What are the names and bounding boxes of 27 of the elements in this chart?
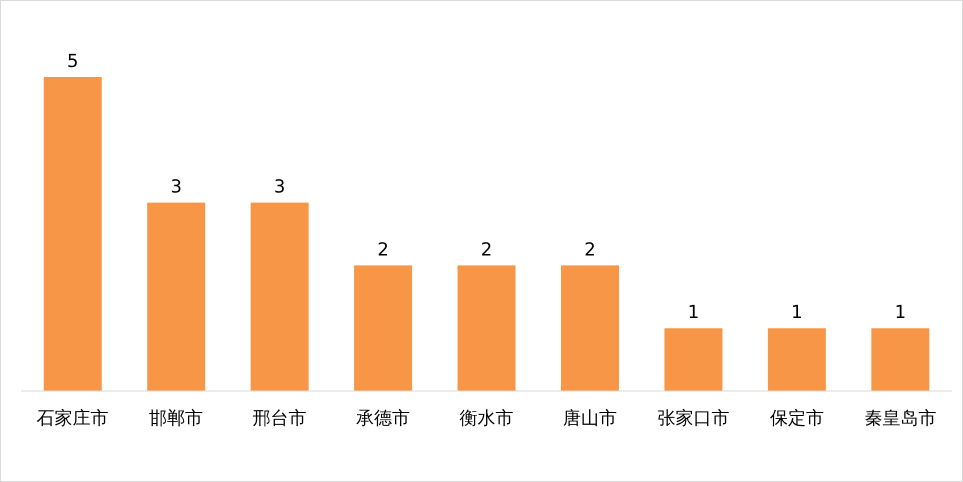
bar: [147, 202, 206, 391]
bar: [664, 328, 722, 391]
data-label: 3: [274, 176, 286, 198]
data-label: 5: [67, 51, 78, 72]
data-label: 2: [377, 239, 389, 260]
bar: [458, 265, 516, 391]
data-label: 3: [170, 176, 182, 198]
x-tick-label: 石家庄市: [36, 408, 109, 429]
x-tick-label: 保定市: [770, 408, 824, 429]
data-label: 1: [894, 302, 906, 324]
data-label: 1: [688, 302, 700, 324]
x-tick-label: 秦皇岛市: [864, 408, 936, 429]
data-label: 1: [791, 302, 803, 324]
x-tick-label: 邢台市: [252, 408, 307, 429]
x-tick-label: 邯郸市: [149, 408, 204, 429]
bar: [354, 265, 412, 391]
data-label: 2: [480, 239, 492, 260]
bar: [250, 202, 309, 391]
x-tick-label: 承德市: [356, 408, 410, 429]
bar: [871, 328, 930, 391]
bar: [44, 77, 102, 391]
bar: [768, 328, 826, 391]
x-tick-label: 衡水市: [460, 408, 514, 429]
x-tick-label: 张家口市: [657, 408, 730, 429]
x-tick-label: 唐山市: [562, 408, 617, 429]
data-label: 2: [584, 239, 596, 260]
bar: [560, 265, 619, 391]
